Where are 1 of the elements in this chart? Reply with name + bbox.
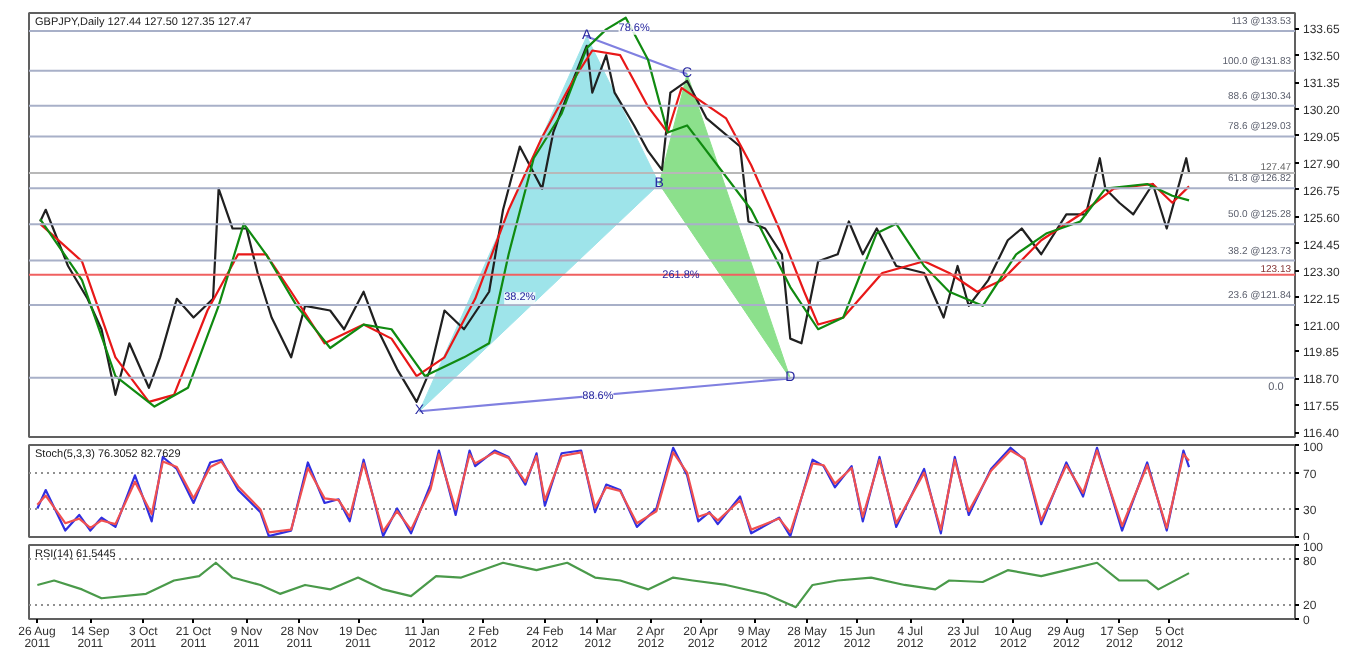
line-series (36, 561, 1191, 609)
